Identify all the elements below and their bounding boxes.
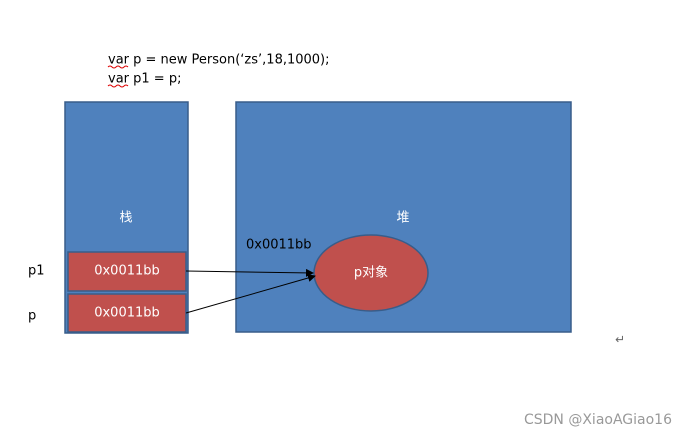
pointer-arrow [185,268,314,277]
cell-value: 0x0011bb [94,264,160,279]
stack-cell [67,251,187,292]
watermark: CSDN @XiaoAGiao16 [524,412,672,428]
pointer-arrow [185,274,316,314]
stack-label: 栈 [119,211,132,226]
heap-label: 堆 [396,211,409,226]
cell-value: 0x0011bb [94,306,160,321]
var-name: p [28,309,36,324]
object-label: p对象 [354,266,388,281]
heap-object [313,234,429,312]
code-line: var p1 = p; [108,72,181,87]
spell-underline [107,65,129,69]
stack-cell [67,293,187,333]
return-mark: ↵ [615,333,625,347]
code-line: var p = new Person(‘zs’,18,1000); [108,53,330,68]
var-name: p1 [28,264,45,279]
heap-address: 0x0011bb [246,238,312,253]
spell-underline [107,84,129,88]
